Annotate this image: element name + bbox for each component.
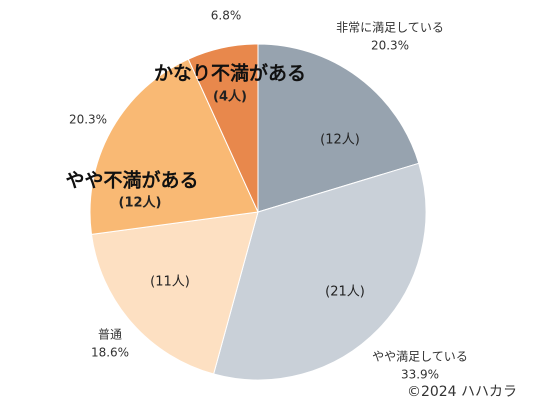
category-label: 非常に満足している [336,21,444,35]
category-label: やや満足している [372,350,468,364]
value-label: 6.8% [211,9,242,23]
count-label: (21人) [325,285,365,300]
credit: ©2024 ハハカラ [407,384,517,400]
pie-slice [89,58,259,235]
pie-slice [257,43,420,213]
pie-slice [213,162,427,381]
category-label: やや不満がある [65,169,198,192]
pie-slice [187,43,259,213]
pie-slice [90,211,259,375]
category-label: かなり不満がある [154,62,306,85]
count-label: (12人) [119,195,162,211]
count-label: (4人) [213,89,247,105]
count-label: (11人) [150,275,190,290]
count-label: (12人) [320,133,360,148]
value-label: 33.9% [401,368,439,382]
value-label: 20.3% [371,39,409,53]
value-label: 18.6% [91,346,129,360]
value-label: 20.3% [69,113,107,127]
category-label: 普通 [98,328,122,342]
